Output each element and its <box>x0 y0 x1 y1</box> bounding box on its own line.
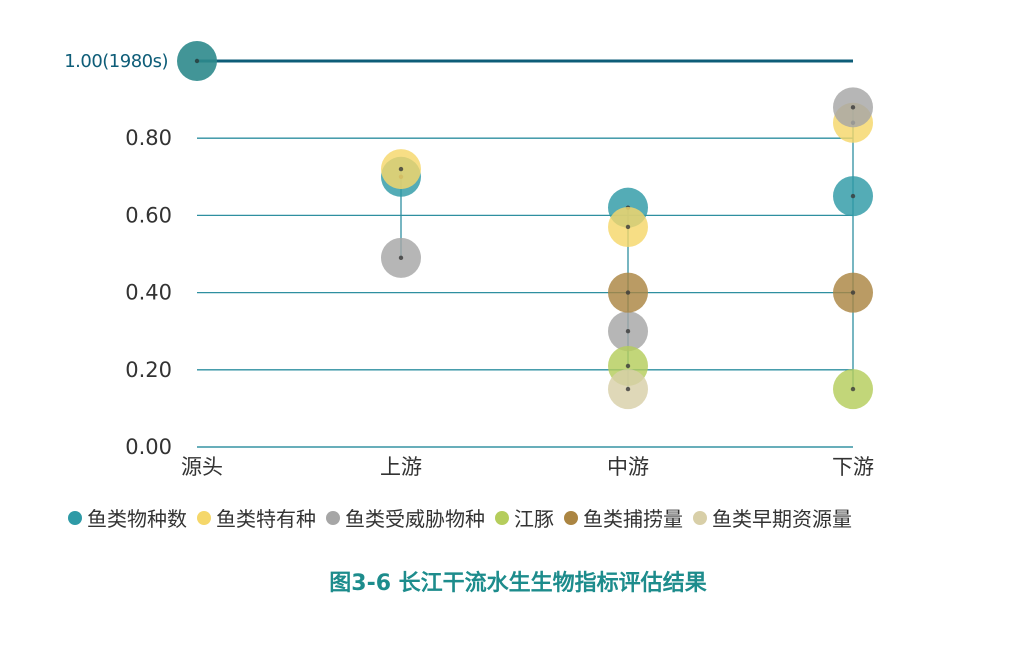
data-point-center-0-3 <box>850 193 856 199</box>
y-tick-label-0: 0.00 <box>125 435 172 459</box>
x-tick-label-1: 上游 <box>380 455 422 479</box>
figure-caption: 图3-6 长江干流水生生物指标评估结果 <box>329 571 707 596</box>
legend-item-5: 鱼类早期资源量 <box>693 503 852 532</box>
chart-legend: 鱼类物种数 鱼类特有种 鱼类受威胁物种 江豚 鱼类捕捞量 鱼类早期资源量 <box>68 503 988 532</box>
y-tick-label-4: 0.80 <box>125 126 172 150</box>
data-point-center-3-3 <box>850 386 856 392</box>
legend-item-4: 鱼类捕捞量 <box>564 503 683 532</box>
y-tick-label-2: 0.40 <box>125 281 172 305</box>
x-tick-label-2: 中游 <box>607 455 649 479</box>
y-tick-label-1: 0.20 <box>125 358 172 382</box>
legend-swatch-5 <box>693 510 707 525</box>
legend-label-3: 江豚 <box>514 507 554 531</box>
y-tick-label-3: 0.60 <box>125 203 172 227</box>
legend-swatch-2 <box>326 510 340 525</box>
data-point-center-1-1 <box>398 166 404 172</box>
legend-swatch-0 <box>68 510 82 525</box>
data-point-center-4-3 <box>850 290 856 295</box>
legend-label-0: 鱼类物种数 <box>87 507 187 531</box>
data-point-center-1-2 <box>625 224 631 230</box>
data-point-center-2-1 <box>398 255 404 261</box>
data-point-center-2-3 <box>850 105 856 110</box>
chart-plot: 0.00 0.20 0.40 0.60 0.80 1.00(1980s) 源头 上游 中游 下游 <box>64 41 874 479</box>
legend-swatch-4 <box>564 510 578 525</box>
data-point-center-3-2 <box>625 363 631 369</box>
reference-marker-dot <box>194 58 200 64</box>
data-point-center-5-2 <box>625 386 631 392</box>
legend-swatch-1 <box>197 510 211 525</box>
x-tick-label-0: 源头 <box>181 455 223 479</box>
legend-label-5: 鱼类早期资源量 <box>712 507 852 531</box>
legend-label-1: 鱼类特有种 <box>216 507 316 531</box>
legend-label-2: 鱼类受威胁物种 <box>345 507 485 531</box>
legend-label-4: 鱼类捕捞量 <box>583 507 683 531</box>
legend-item-3: 江豚 <box>495 503 554 532</box>
legend-item-2: 鱼类受威胁物种 <box>326 503 485 532</box>
legend-swatch-3 <box>495 510 509 525</box>
data-point-center-2-2 <box>625 329 631 334</box>
legend-item-0: 鱼类物种数 <box>68 503 187 532</box>
x-tick-label-3: 下游 <box>832 455 874 479</box>
legend-item-1: 鱼类特有种 <box>197 503 316 532</box>
reference-label: 1.00(1980s) <box>64 51 168 72</box>
data-point-center-4-2 <box>625 290 631 295</box>
